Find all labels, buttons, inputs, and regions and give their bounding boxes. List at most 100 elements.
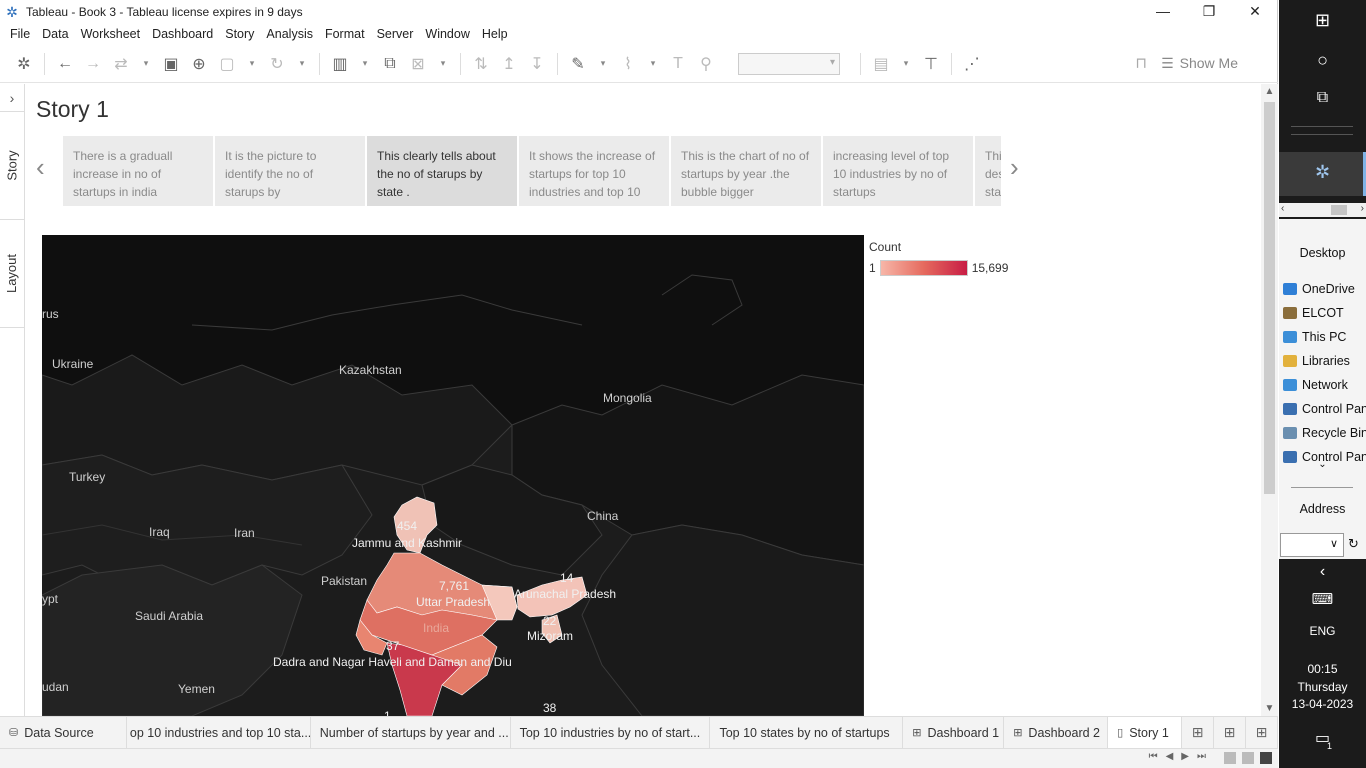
menu-analysis[interactable]: Analysis (266, 26, 313, 41)
tab-sheet[interactable]: Top 10 states by no of startups (710, 716, 904, 749)
more-items-chevron-icon[interactable]: ⌄ (1318, 459, 1327, 470)
clock-date[interactable]: 13-04-2023 (1291, 697, 1354, 711)
tab-story-1[interactable]: ▯ Story 1 (1108, 716, 1183, 749)
clock-time[interactable]: 00:15 (1307, 662, 1338, 676)
share-icon[interactable]: ⋰ (964, 55, 980, 73)
windows-start-icon[interactable]: ⊞ (1314, 10, 1331, 30)
clock-day[interactable]: Thursday (1297, 680, 1348, 694)
notification-icon[interactable]: ▭ (1314, 730, 1331, 747)
tab-layout-pane[interactable]: Layout (0, 220, 24, 328)
back-chevron-icon[interactable]: ‹ (1319, 563, 1326, 580)
desktop-item-recycle-bin[interactable]: Recycle Bin (1283, 421, 1366, 445)
menu-help[interactable]: Help (481, 26, 508, 41)
story-point-5[interactable]: This is the chart of no of startups by y… (671, 136, 821, 206)
sort-ascending-icon[interactable]: ↥ (502, 55, 516, 73)
close-button[interactable]: ✕ (1249, 2, 1261, 19)
new-worksheet-icon[interactable]: ▥ (332, 55, 348, 73)
story-point-7[interactable]: This des sta (975, 136, 1001, 206)
story-point-4[interactable]: It shows the increase of startups for to… (519, 136, 669, 206)
minimize-button[interactable]: — (1156, 3, 1170, 19)
menu-data[interactable]: Data (42, 26, 69, 41)
tab-dashboard-2[interactable]: ⊞ Dashboard 2 (1004, 716, 1109, 749)
new-sheet-dropdown-icon[interactable]: ▾ (362, 58, 368, 68)
expand-panel-icon[interactable]: › (0, 84, 24, 112)
cortana-icon[interactable]: ○ (1317, 50, 1328, 70)
scrollbar-thumb[interactable] (1264, 102, 1275, 494)
save-icon[interactable]: ▣ (163, 55, 179, 73)
filled-map[interactable]: rus Ukraine Kazakhstan Mongolia Turkey I… (42, 235, 864, 716)
fix-axes-icon[interactable]: ⚲ (700, 55, 712, 73)
task-view-icon[interactable]: ⧉ (1316, 89, 1329, 106)
next-point-icon[interactable]: › (1010, 152, 1019, 182)
desktop-item-this-pc[interactable]: This PC (1283, 325, 1366, 349)
story-point-2[interactable]: It is the picture to identify the no of … (215, 136, 365, 206)
show-labels-icon[interactable]: T (673, 54, 683, 72)
menu-window[interactable]: Window (425, 26, 470, 41)
fit-select[interactable] (738, 52, 840, 75)
highlight-dropdown-icon[interactable]: ▾ (600, 58, 606, 68)
story-point-1[interactable]: There is a graduall increase in no of st… (63, 136, 213, 206)
desktop-item-elcot[interactable]: ELCOT (1283, 301, 1366, 325)
group-members-icon[interactable]: ⌇ (624, 55, 632, 73)
desktop-item-onedrive[interactable]: OneDrive (1283, 277, 1366, 301)
new-data-source-icon[interactable]: ⊕ (192, 55, 206, 73)
vertical-scrollbar[interactable]: ▲ ▼ (1261, 84, 1278, 716)
pause-updates-icon[interactable]: ▢ (219, 55, 235, 73)
refresh-dropdown-icon[interactable]: ▾ (299, 58, 305, 68)
clear-dropdown-icon[interactable]: ▾ (440, 58, 446, 68)
redo-icon[interactable]: → (85, 54, 101, 72)
highlight-icon[interactable]: ✎ (571, 55, 585, 73)
story-point-3[interactable]: This clearly tells about the no of staru… (367, 136, 517, 206)
presentation-mode-icon[interactable]: ⊤ (924, 55, 938, 73)
menu-file[interactable]: File (10, 26, 31, 41)
menu-format[interactable]: Format (324, 26, 365, 41)
menu-story[interactable]: Story (225, 26, 255, 41)
tab-sheet[interactable]: Number of startups by year and ... (311, 716, 511, 749)
new-story-tab-icon[interactable]: ⊞ (1246, 716, 1278, 749)
show-cards-icon[interactable]: ▤ (873, 55, 889, 73)
language-indicator[interactable]: ENG (1309, 624, 1336, 638)
tabs-view-icon[interactable] (1260, 752, 1272, 764)
toolbar-scrollbar[interactable]: ‹ › (1279, 203, 1366, 217)
tab-story-pane[interactable]: Story (0, 112, 24, 220)
tab-dashboard-1[interactable]: ⊞ Dashboard 1 (903, 716, 1005, 749)
desktop-item-libraries[interactable]: Libraries (1283, 349, 1366, 373)
tab-data-source[interactable]: ⛁ Data Source (0, 716, 127, 749)
address-input[interactable] (1280, 533, 1344, 557)
menu-dashboard[interactable]: Dashboard (152, 26, 214, 41)
desktop-item-control-panel[interactable]: Control Panel (1283, 397, 1366, 421)
new-dashboard-tab-icon[interactable]: ⊞ (1214, 716, 1247, 749)
cards-dropdown-icon[interactable]: ▾ (903, 58, 909, 68)
menu-server[interactable]: Server (376, 26, 414, 41)
desktop-item-control-panel-2[interactable]: Control Panel (1283, 445, 1366, 469)
scroll-down-icon[interactable]: ▼ (1264, 703, 1275, 714)
sheet-sorter-icon[interactable] (1224, 752, 1236, 764)
refresh-address-icon[interactable]: ↻ (1348, 536, 1359, 551)
undo-icon[interactable]: ← (57, 54, 73, 72)
duplicate-sheet-icon[interactable]: ⧉ (384, 54, 396, 72)
data-dropdown-icon[interactable]: ▾ (249, 58, 255, 68)
swap-rows-icon[interactable]: ⇄ (114, 55, 128, 73)
swap-dropdown-icon[interactable]: ▾ (143, 58, 149, 68)
scroll-right-icon[interactable]: › (1360, 203, 1364, 214)
sheet-navigation-icon[interactable]: ⏮◀▶⏭ (1148, 751, 1214, 762)
tab-sheet[interactable]: op 10 industries and top 10 sta... (127, 716, 311, 749)
keyboard-icon[interactable]: ⌨ (1311, 591, 1334, 608)
scroll-up-icon[interactable]: ▲ (1264, 86, 1275, 97)
clear-sheet-icon[interactable]: ⊠ (411, 55, 425, 73)
restore-button[interactable]: ❐ (1202, 2, 1216, 19)
story-point-6[interactable]: increasing level of top 10 industries by… (823, 136, 973, 206)
menu-worksheet[interactable]: Worksheet (80, 26, 141, 41)
previous-point-icon[interactable]: ‹ (36, 152, 45, 182)
show-me-button[interactable]: ⊓ ☰ Show Me (1135, 54, 1238, 73)
sort-descending-icon[interactable]: ↧ (530, 55, 544, 73)
color-legend[interactable]: Count 1 15,699 (869, 240, 1008, 276)
tableau-taskbar-button[interactable] (1279, 152, 1366, 196)
tableau-home-icon[interactable]: ✲ (17, 55, 31, 73)
swap-axes-icon[interactable]: ⇅ (474, 55, 488, 73)
new-worksheet-tab-icon[interactable]: ⊞ (1182, 716, 1215, 749)
desktop-item-network[interactable]: Network (1283, 373, 1366, 397)
tab-sheet[interactable]: Top 10 industries by no of start... (511, 716, 711, 749)
labels-dropdown-icon[interactable]: ▾ (650, 58, 656, 68)
view-toggle[interactable] (1224, 752, 1272, 764)
